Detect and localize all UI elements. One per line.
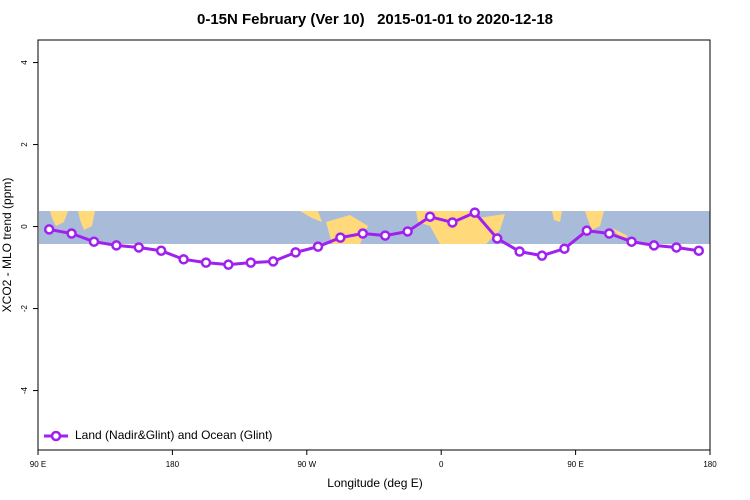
point — [424, 211, 436, 222]
land — [552, 211, 562, 222]
land — [50, 211, 68, 226]
point — [88, 236, 100, 247]
point — [223, 259, 234, 270]
point — [491, 233, 503, 244]
point — [536, 250, 548, 261]
point — [648, 240, 660, 251]
point — [402, 226, 413, 237]
point — [357, 228, 369, 239]
point — [469, 207, 481, 218]
point — [693, 245, 705, 256]
y-axis-label: XCO2 - MLO trend (ppm) — [0, 178, 14, 313]
x-tick-label: 0 — [439, 460, 444, 469]
point — [603, 228, 615, 239]
x-tick-label: 90 W — [297, 460, 316, 469]
point — [559, 243, 570, 254]
x-tick-label: 90 E — [567, 460, 583, 469]
point — [155, 245, 167, 256]
point — [133, 242, 145, 253]
chart-title: 0-15N February (Ver 10) 2015-01-01 to 20… — [197, 11, 553, 28]
y-tick-label: 0 — [20, 224, 29, 229]
point — [245, 257, 257, 268]
plot-frame — [37, 39, 711, 451]
point — [447, 217, 458, 228]
land — [300, 211, 322, 222]
land — [612, 228, 628, 240]
point — [335, 232, 346, 243]
point — [379, 230, 391, 241]
legend-label: Land (Nadir&Glint) and Ocean (Glint) — [75, 428, 272, 442]
point — [200, 257, 212, 268]
y-tick-label: -4 — [20, 386, 29, 394]
point — [626, 236, 637, 247]
point — [66, 228, 77, 239]
legend-marker — [50, 430, 62, 442]
point — [514, 246, 525, 257]
map-band — [39, 211, 710, 244]
point — [312, 241, 324, 252]
point — [43, 224, 55, 235]
y-tick-label: -2 — [20, 304, 29, 312]
point — [178, 254, 189, 265]
land — [78, 211, 95, 230]
point — [671, 242, 682, 253]
x-tick-label: 180 — [166, 460, 180, 469]
point — [581, 225, 593, 236]
y-tick-label: 4 — [20, 60, 29, 65]
point — [111, 240, 122, 251]
point — [267, 256, 279, 267]
point — [290, 247, 301, 258]
land — [585, 211, 604, 230]
y-tick-label: 2 — [20, 142, 29, 147]
x-tick-label: 180 — [703, 460, 717, 469]
x-axis-label: Longitude (deg E) — [327, 476, 422, 490]
x-tick-label: 90 E — [30, 460, 46, 469]
ocean — [39, 211, 710, 244]
